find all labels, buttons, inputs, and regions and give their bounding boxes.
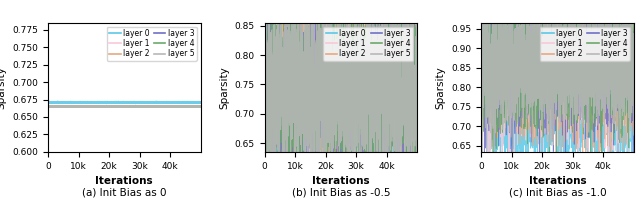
X-axis label: Iterations: Iterations bbox=[312, 176, 370, 186]
Title: (b) Init Bias as -0.5: (b) Init Bias as -0.5 bbox=[292, 187, 390, 197]
X-axis label: Iterations: Iterations bbox=[529, 176, 586, 186]
Y-axis label: Sparsity: Sparsity bbox=[219, 66, 229, 109]
Legend: layer 0, layer 1, layer 2, layer 3, layer 4, layer 5: layer 0, layer 1, layer 2, layer 3, laye… bbox=[107, 27, 196, 61]
Title: (a) Init Bias as 0: (a) Init Bias as 0 bbox=[82, 187, 166, 197]
X-axis label: Iterations: Iterations bbox=[95, 176, 153, 186]
Legend: layer 0, layer 1, layer 2, layer 3, layer 4, layer 5: layer 0, layer 1, layer 2, layer 3, laye… bbox=[540, 27, 630, 61]
Legend: layer 0, layer 1, layer 2, layer 3, layer 4, layer 5: layer 0, layer 1, layer 2, layer 3, laye… bbox=[323, 27, 413, 61]
Y-axis label: Sparsity: Sparsity bbox=[0, 66, 7, 109]
Y-axis label: Sparsity: Sparsity bbox=[436, 66, 445, 109]
Title: (c) Init Bias as -1.0: (c) Init Bias as -1.0 bbox=[509, 187, 606, 197]
